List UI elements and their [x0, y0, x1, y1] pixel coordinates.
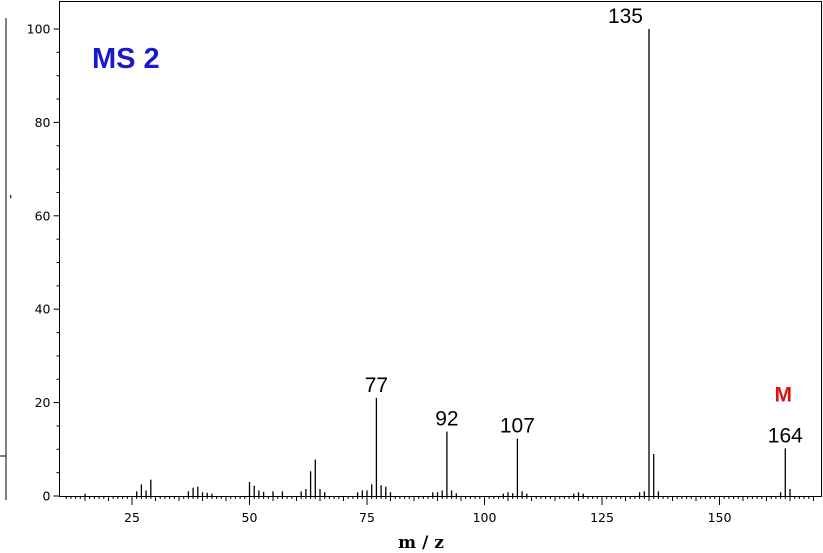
- peak-label: 92: [435, 408, 458, 431]
- y-tick-label: 40: [35, 302, 51, 317]
- peak-annotations: 77 92 107 135 164 M: [365, 5, 803, 447]
- peak-label: 164: [768, 424, 803, 447]
- chart-title: MS 2: [92, 43, 160, 75]
- x-tick-label: 50: [242, 510, 258, 525]
- y-tick-label: 0: [43, 489, 51, 504]
- x-axis: 25 50 75 100 125 150: [65, 496, 814, 525]
- x-tick-label: 75: [359, 510, 375, 525]
- peak-series: [84, 29, 791, 496]
- y-tick-label: 60: [35, 208, 51, 223]
- molecular-ion-marker: M: [775, 383, 793, 406]
- y-tick-label: 80: [35, 115, 51, 130]
- y-tick-label: 20: [35, 395, 51, 410]
- peak-label: 107: [500, 415, 535, 438]
- x-axis-label: m / z: [398, 533, 444, 553]
- cropped-ylabel-fragment: ': [9, 192, 12, 207]
- peak-label: 135: [608, 5, 643, 28]
- x-tick-label: 150: [708, 510, 732, 525]
- x-tick-label: 100: [473, 510, 497, 525]
- plot-frame: [59, 1, 822, 497]
- y-axis: 0 20 40 60 80 100: [27, 22, 60, 504]
- x-tick-label: 25: [124, 510, 140, 525]
- x-tick-label: 125: [590, 510, 614, 525]
- y-tick-label: 100: [27, 22, 51, 37]
- peak-label: 77: [365, 374, 388, 397]
